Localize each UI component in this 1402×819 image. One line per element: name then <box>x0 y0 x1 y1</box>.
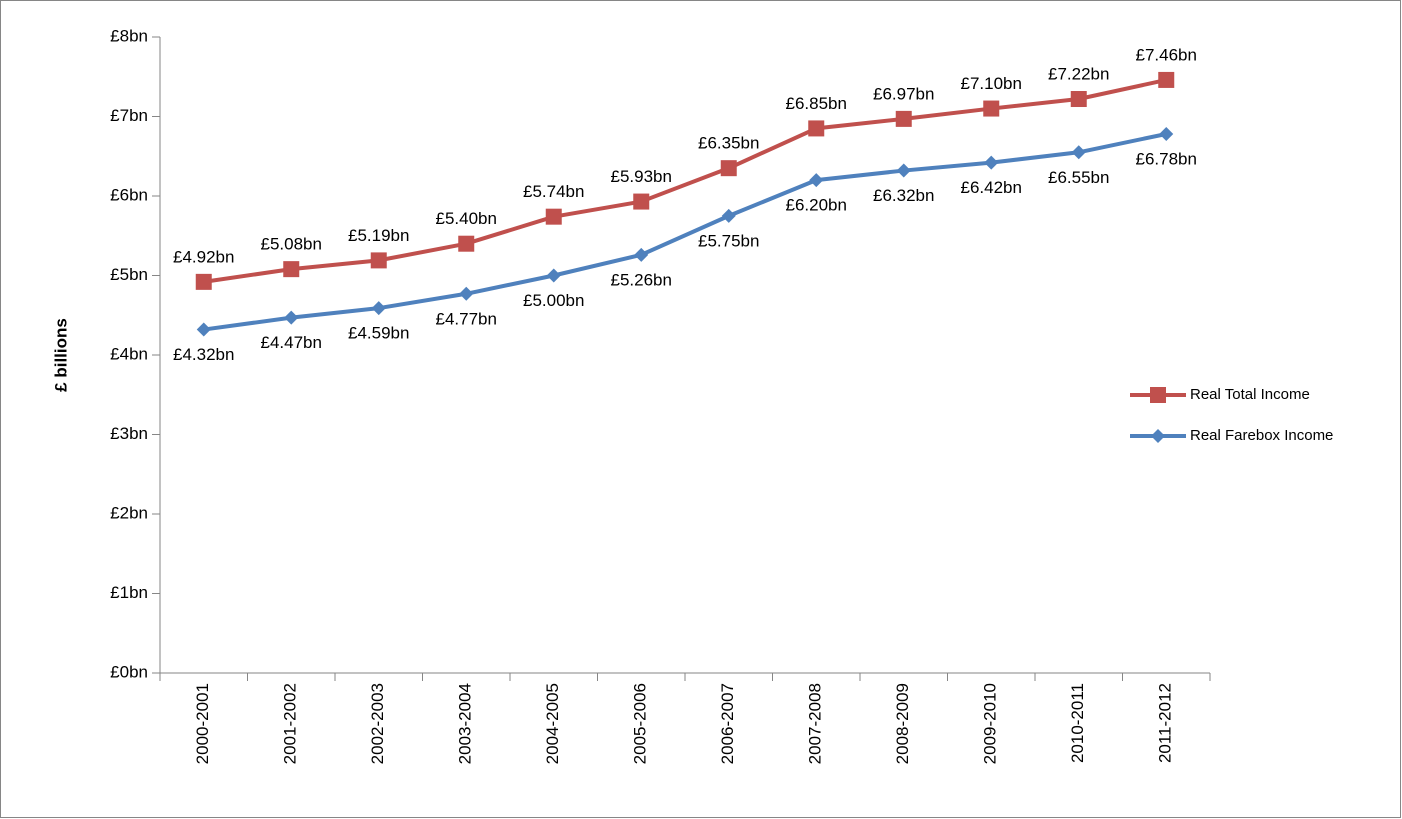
x-tick-label: 2008-2009 <box>893 683 912 764</box>
series-line <box>203 77 1167 284</box>
data-label: £5.08bn <box>261 235 322 254</box>
marker <box>1150 387 1166 403</box>
data-label: £5.75bn <box>698 231 759 250</box>
data-label: £6.42bn <box>961 178 1022 197</box>
data-label: £7.46bn <box>1136 45 1197 64</box>
marker <box>1159 126 1174 141</box>
x-tick-label: 2009-2010 <box>981 683 1000 764</box>
data-label: £5.93bn <box>611 167 672 186</box>
marker <box>721 208 736 223</box>
y-tick-label: £8bn <box>110 26 148 45</box>
data-label: £7.10bn <box>961 74 1022 93</box>
data-label: £5.00bn <box>523 291 584 310</box>
marker <box>459 286 474 301</box>
marker <box>545 208 562 225</box>
y-tick-label: £0bn <box>110 662 148 681</box>
y-tick-label: £3bn <box>110 424 148 443</box>
marker <box>283 261 300 278</box>
data-label: £4.77bn <box>436 309 497 328</box>
data-label: £7.22bn <box>1048 64 1109 83</box>
marker <box>720 160 737 177</box>
marker <box>809 173 824 188</box>
y-axis-label: £ billions <box>51 318 70 392</box>
legend-label: Real Total Income <box>1190 386 1310 403</box>
marker <box>1158 71 1175 88</box>
marker <box>196 322 211 337</box>
x-tick-label: 2003-2004 <box>456 683 475 764</box>
marker <box>1151 429 1165 443</box>
y-tick-label: £7bn <box>110 106 148 125</box>
marker <box>1071 145 1086 160</box>
data-label: £6.78bn <box>1136 149 1197 168</box>
data-label: £4.92bn <box>173 247 234 266</box>
marker <box>371 301 386 316</box>
legend-label: Real Farebox Income <box>1190 427 1333 444</box>
data-label: £5.40bn <box>436 209 497 228</box>
x-tick-label: 2004-2005 <box>543 683 562 764</box>
data-label: £6.85bn <box>786 94 847 113</box>
marker <box>808 120 825 137</box>
marker <box>546 268 561 283</box>
y-tick-label: £5bn <box>110 265 148 284</box>
y-tick-label: £6bn <box>110 185 148 204</box>
data-label: £4.32bn <box>173 345 234 364</box>
marker <box>633 193 650 210</box>
y-tick-label: £1bn <box>110 583 148 602</box>
x-tick-label: 2011-2012 <box>1156 683 1175 763</box>
marker <box>896 163 911 178</box>
marker <box>984 155 999 170</box>
marker <box>1070 91 1087 108</box>
x-tick-label: 2010-2011 <box>1068 683 1087 763</box>
data-label: £5.74bn <box>523 182 584 201</box>
marker <box>284 310 299 325</box>
marker <box>195 273 212 290</box>
marker <box>983 100 1000 117</box>
data-label: £6.32bn <box>873 186 934 205</box>
data-label: £6.20bn <box>786 196 847 215</box>
x-tick-label: 2005-2006 <box>631 683 650 764</box>
marker <box>370 252 387 269</box>
data-label: £6.35bn <box>698 134 759 153</box>
data-label: £4.59bn <box>348 324 409 343</box>
data-label: £6.55bn <box>1048 168 1109 187</box>
data-label: £5.26bn <box>611 270 672 289</box>
data-label: £4.47bn <box>261 333 322 352</box>
x-tick-label: 2001-2002 <box>281 683 300 764</box>
marker <box>895 110 912 127</box>
x-tick-label: 2006-2007 <box>718 683 737 764</box>
data-label: £5.19bn <box>348 226 409 245</box>
series-line <box>203 132 1167 332</box>
data-label: £6.97bn <box>873 84 934 103</box>
marker <box>458 235 475 252</box>
y-tick-label: £2bn <box>110 503 148 522</box>
x-tick-label: 2007-2008 <box>806 683 825 764</box>
x-tick-label: 2000-2001 <box>193 683 212 764</box>
marker <box>634 247 649 262</box>
y-tick-label: £4bn <box>110 344 148 363</box>
x-tick-label: 2002-2003 <box>368 683 387 764</box>
